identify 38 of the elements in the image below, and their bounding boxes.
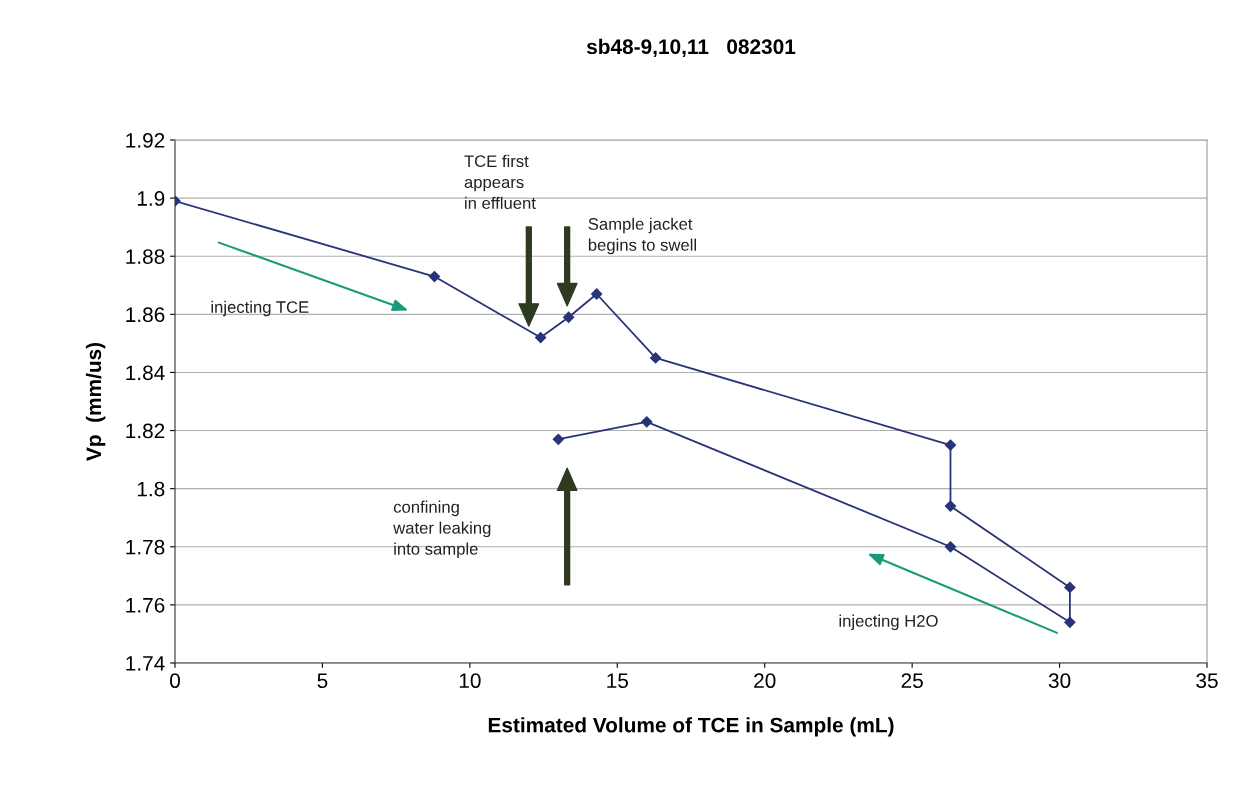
x-tick-label: 35 [1196,673,1218,689]
annotation: injecting TCE [211,300,309,317]
point [944,541,957,553]
y-tick-label: 1.78 [126,539,165,555]
point [591,288,603,300]
y-tick-label: 1.86 [126,307,165,323]
annotation: confining water leaking into sample [393,500,491,559]
y-tick-label: 1.84 [126,365,165,381]
y-tick-label: 1.9 [137,191,165,206]
y-tick-label: 1.92 [126,133,165,148]
annotation: TCE first appears in effluent [464,154,536,210]
point [944,439,957,451]
x-tick-label: 30 [1048,673,1071,689]
annotation: injecting H2O [839,614,938,631]
point [641,416,653,428]
point [1064,581,1076,594]
y-tick-label: 1.8 [137,481,165,497]
y-tick-label: 1.76 [126,597,165,613]
x-tick-label: 5 [317,673,328,689]
y-tick-label: 1.74 [126,656,165,671]
point [552,433,564,445]
x-tick-label: 15 [607,673,628,689]
annotation: Sample jacket begins to swell [588,217,696,255]
point [650,352,662,364]
point [535,331,547,344]
point [428,270,441,283]
point [1064,616,1076,628]
point [563,311,575,323]
x-tick-label: 0 [170,673,180,689]
x-tick-label: 25 [901,673,923,689]
y-axis-title: Vp (mm/us) [85,342,106,461]
point [944,500,957,512]
x-axis-title: Estimated Volume of TCE in Sample (mL) [488,717,894,737]
y-tick-label: 1.82 [126,423,165,439]
x-tick-label: 10 [459,673,481,689]
chart-title: sb48-9,10,11 082301 [586,38,796,58]
x-tick-label: 20 [754,673,776,689]
y-tick-label: 1.88 [126,249,165,264]
